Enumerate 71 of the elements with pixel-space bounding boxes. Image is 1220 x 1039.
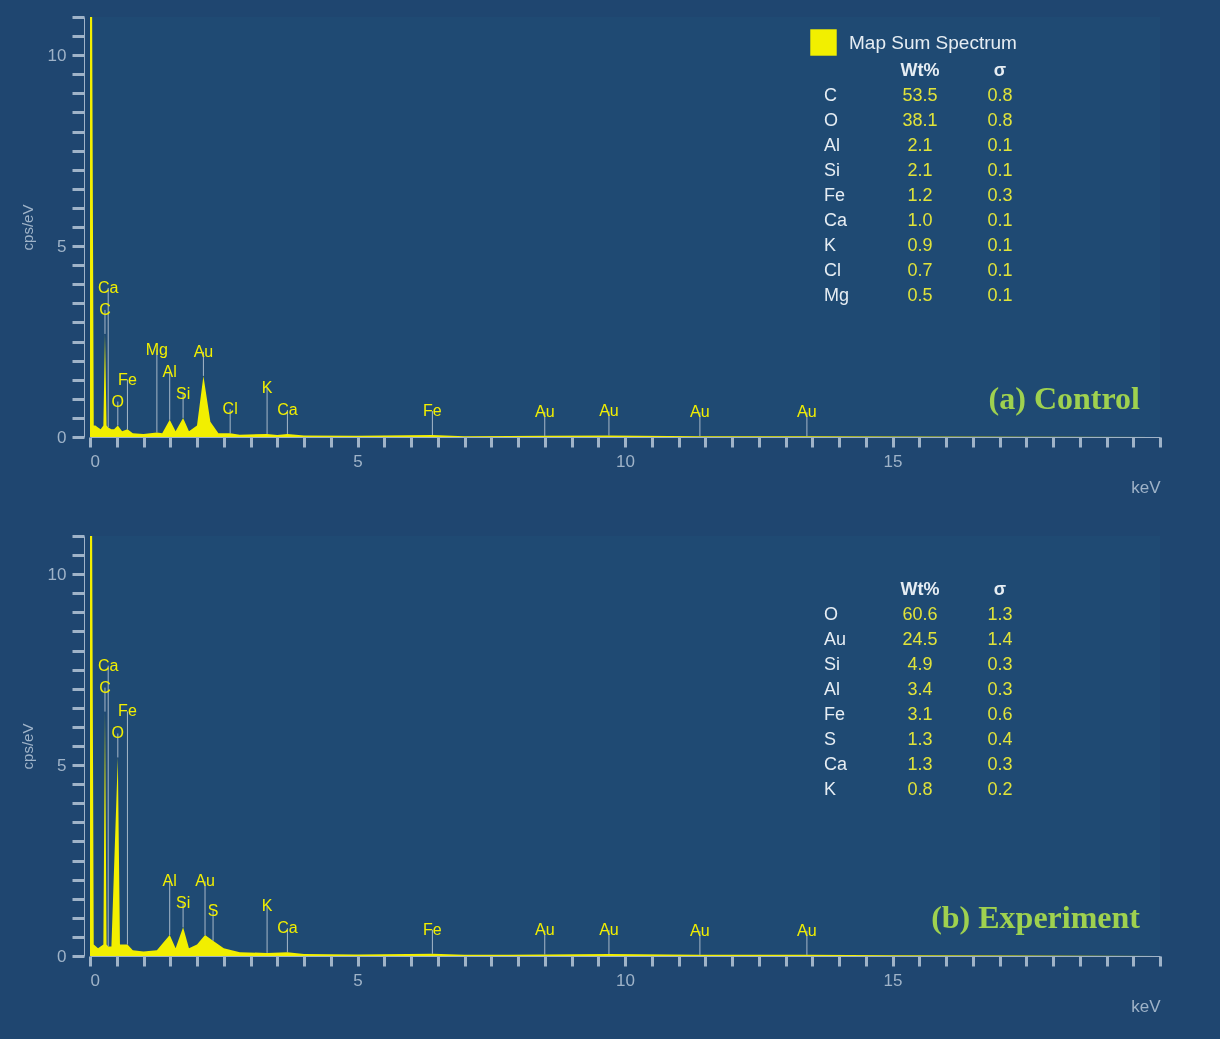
annotation: Fe [423, 920, 442, 938]
y-tick-label: 10 [47, 45, 67, 65]
annotation: Ca [97, 278, 119, 296]
x-tick-label: 10 [616, 451, 635, 471]
annotation: Al [162, 362, 177, 380]
text: Si 2.1 0.1 [824, 160, 1013, 180]
annotation: Au [193, 342, 214, 360]
annotation: O [111, 392, 125, 410]
annotation: Al [162, 872, 177, 890]
text: Fe 1.2 0.3 [824, 185, 1013, 205]
annotation: C [99, 678, 111, 696]
annotation: Ca [97, 656, 119, 674]
annotation: Au [534, 921, 555, 939]
y-tick-label: 0 [57, 427, 67, 447]
text: Mg 0.5 0.1 [824, 285, 1013, 305]
x-tick-label: 10 [616, 970, 635, 990]
text: O 38.1 0.8 [824, 110, 1013, 130]
text: (a) Control [988, 380, 1141, 416]
annotation: K [261, 897, 273, 915]
text: Cl 0.7 0.1 [824, 260, 1013, 280]
annotation: C [99, 300, 111, 318]
text: Au 24.5 1.4 [824, 629, 1013, 649]
text: Fe 3.1 0.6 [824, 704, 1013, 724]
text: Si 4.9 0.3 [824, 654, 1013, 674]
annotation: Mg [145, 340, 168, 358]
y-tick-label: 5 [57, 755, 67, 775]
annotation: Au [599, 402, 619, 420]
annotation: K [261, 378, 273, 396]
annotation: Cl [222, 400, 238, 418]
x-tick-label: 5 [353, 970, 363, 990]
x-axis-title: keV [1131, 477, 1162, 497]
annotation: Fe [423, 402, 442, 420]
text: K 0.9 0.1 [824, 235, 1013, 255]
y-axis-title: cps/eV [18, 723, 36, 770]
annotation: Au [599, 921, 619, 939]
x-tick-label: 5 [353, 451, 363, 471]
text: Wt% σ [900, 579, 1007, 599]
annotation: Si [175, 384, 191, 402]
annotation: Fe [118, 370, 137, 388]
x-tick-label: 15 [883, 451, 903, 471]
text: Ca 1.0 0.1 [824, 210, 1013, 230]
y-tick-label: 0 [57, 946, 67, 966]
annotation: Au [534, 402, 555, 420]
annotation: Ca [277, 400, 298, 418]
x-tick-label: 0 [90, 970, 100, 990]
x-tick-label: 0 [90, 451, 100, 471]
text: Wt% σ [900, 60, 1007, 80]
text: (b) Experiment [931, 899, 1141, 935]
y-axis-title: cps/eV [18, 204, 36, 251]
x-axis-title: keV [1131, 996, 1162, 1016]
y-tick-label: 10 [47, 564, 67, 584]
annotation: Si [175, 894, 191, 912]
text: Ca 1.3 0.3 [824, 754, 1013, 774]
annotation: S [207, 902, 219, 919]
annotation: Fe [118, 702, 137, 720]
text: O 60.6 1.3 [824, 604, 1013, 624]
annotation: Au [797, 403, 817, 421]
annotation: Au [690, 921, 710, 939]
text: K 0.8 0.2 [824, 779, 1013, 799]
annotation: Au [195, 872, 215, 890]
y-tick-label: 5 [57, 236, 67, 256]
text: Al 3.4 0.3 [824, 679, 1013, 699]
annotation: Au [797, 921, 817, 939]
x-tick-label: 15 [883, 970, 903, 990]
annotation: O [111, 724, 125, 742]
annotation: Ca [277, 919, 298, 937]
legend-label: Map Sum Spectrum [849, 31, 1017, 53]
annotation: Au [690, 403, 710, 421]
text: Al 2.1 0.1 [824, 135, 1013, 155]
text: C 53.5 0.8 [824, 85, 1013, 105]
text: S 1.3 0.4 [824, 729, 1013, 749]
